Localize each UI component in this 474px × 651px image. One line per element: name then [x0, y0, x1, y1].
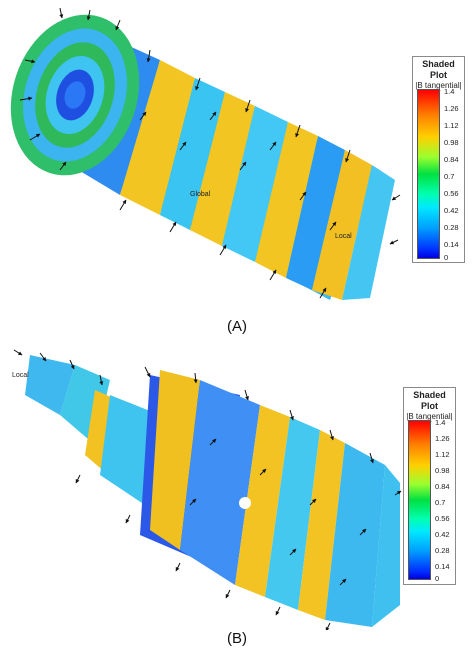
legend-tick: 1.12: [444, 121, 459, 130]
legend-tick: 1.4: [444, 87, 455, 96]
flux-arrows-b: [13, 349, 402, 630]
legend-tick: 1.12: [435, 450, 450, 459]
panel-b: Local Shaded Plot |B tangential| T 1.4 1…: [0, 335, 474, 630]
legend-tick: 0.56: [435, 514, 450, 523]
shaft-hole: [239, 497, 251, 509]
colorbar: [408, 420, 431, 580]
legend-tick: 1.26: [444, 104, 459, 113]
legend-tick: 0.98: [444, 138, 459, 147]
legend-tick: 0.14: [435, 562, 450, 571]
shaft-steps-b: [25, 355, 400, 627]
legend-tick: 1.4: [435, 418, 446, 427]
legend-tick: 0.42: [444, 206, 459, 215]
legend-tick: 0.28: [435, 546, 450, 555]
field-plot-b: Local: [12, 349, 402, 630]
panel-a: Global Local Shaded Plot |B tangential| …: [0, 0, 474, 315]
legend-tick: 0.56: [444, 189, 459, 198]
legend-tick: 0.42: [435, 530, 450, 539]
color-legend-a: Shaded Plot |B tangential| T 1.4 1.26 1.…: [412, 56, 465, 263]
end-cap-a: [10, 14, 140, 176]
legend-subtitle: |B tangential|: [415, 81, 462, 90]
legend-tick: 0: [435, 574, 440, 583]
legend-tick: 0.28: [444, 223, 459, 232]
legend-tick: 1.26: [435, 434, 450, 443]
legend-tick: 0.14: [444, 240, 459, 249]
legend-tick: 0.7: [444, 172, 455, 181]
legend-subtitle: |B tangential|: [406, 412, 453, 421]
axis-label-local-a: Local: [335, 233, 352, 240]
legend-tick: 0.7: [435, 498, 446, 507]
legend-tick: 0.84: [444, 155, 459, 164]
legend-title: Shaded Plot: [422, 59, 455, 80]
axis-label-local-b: Local: [12, 372, 29, 379]
caption-b: (B): [227, 630, 247, 647]
legend-tick: 0: [444, 253, 449, 262]
flux-arrows-a: [19, 7, 401, 299]
color-legend-b: Shaded Plot |B tangential| T 1.4 1.26 1.…: [403, 387, 456, 585]
field-plot-a: Global Local: [10, 7, 401, 300]
axis-label-global-a: Global: [190, 191, 211, 198]
caption-a: (A): [227, 318, 247, 335]
legend-tick: 0.98: [435, 466, 450, 475]
colorbar: [417, 89, 440, 259]
legend-title: Shaded Plot: [413, 390, 446, 411]
legend-tick: 0.84: [435, 482, 450, 491]
